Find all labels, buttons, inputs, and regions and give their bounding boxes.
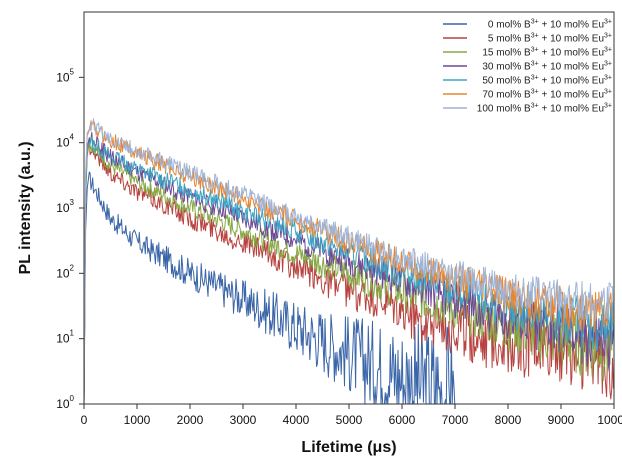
x-tick-label: 8000	[495, 413, 522, 427]
y-axis-title: PL intensity (a.u.)	[17, 141, 34, 274]
y-tick-label: 102	[56, 263, 74, 280]
series-line	[83, 171, 456, 405]
x-tick-label: 0	[81, 413, 88, 427]
x-tick-label: 7000	[442, 413, 469, 427]
x-tick-label: 1000	[124, 413, 151, 427]
legend: 0 mol% B3+ + 10 mol% Eu3+ 5 mol% B3+ + 10…	[443, 19, 612, 115]
series-layer	[83, 118, 614, 405]
legend-entry: 5 mol% B3+ + 10 mol% Eu3+	[488, 33, 612, 45]
y-tick-label: 103	[56, 198, 74, 215]
y-axis-ticks: 100 101 102 103 104 105	[56, 67, 84, 411]
legend-entry: 70 mol% B3+ + 10 mol% Eu3+	[482, 89, 612, 101]
series-line	[83, 120, 614, 405]
x-tick-label: 3000	[230, 413, 257, 427]
series-line	[83, 141, 614, 405]
x-axis-title: Lifetime (μs)	[301, 439, 396, 456]
y-tick-label: 105	[56, 67, 74, 84]
y-tick-label: 104	[56, 133, 74, 150]
y-tick-label: 101	[56, 329, 74, 346]
x-tick-label: 6000	[389, 413, 416, 427]
x-axis-ticks: 0 1000 2000 3000 4000 5000 6000 7000 8000 9000 100…	[81, 404, 622, 427]
legend-entry: 30 mol% B3+ + 10 mol% Eu3+	[482, 61, 612, 73]
legend-entry: 50 mol% B3+ + 10 mol% Eu3+	[482, 75, 612, 87]
legend-entry: 100 mol% B3+ + 10 mol% Eu3+	[477, 103, 612, 115]
x-tick-label: 4000	[283, 413, 310, 427]
x-tick-label: 10000	[597, 413, 622, 427]
x-tick-label: 2000	[177, 413, 204, 427]
x-tick-label: 5000	[336, 413, 363, 427]
y-tick-label: 100	[56, 394, 74, 411]
series-line	[83, 140, 614, 405]
series-line	[83, 118, 614, 405]
legend-entry: 15 mol% B3+ + 10 mol% Eu3+	[482, 47, 612, 59]
legend-entry: 0 mol% B3+ + 10 mol% Eu3+	[488, 19, 612, 31]
x-tick-label: 9000	[548, 413, 575, 427]
series-line	[83, 131, 614, 405]
